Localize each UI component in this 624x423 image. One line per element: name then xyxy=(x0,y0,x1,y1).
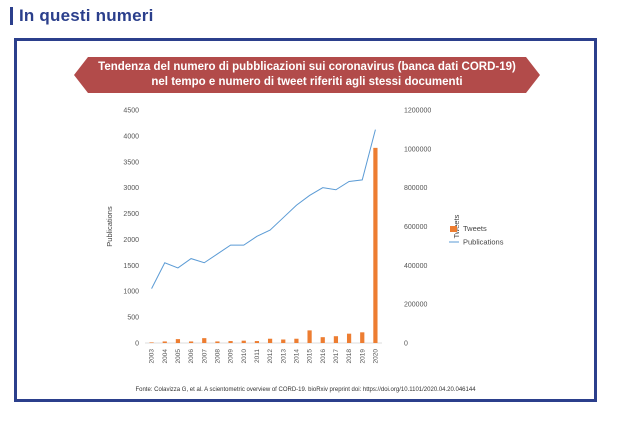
tweets-bar xyxy=(241,340,246,343)
y-left-tick-label: 500 xyxy=(127,315,139,322)
y-left-tick-label: 2000 xyxy=(123,237,139,244)
y-right-tick-label: 1200000 xyxy=(404,108,431,115)
tweets-bar xyxy=(294,338,299,343)
x-tick-label: 2008 xyxy=(214,349,221,364)
x-tick-label: 2004 xyxy=(162,349,169,364)
y-left-axis-title: Publications xyxy=(105,206,114,247)
tweets-bar xyxy=(162,341,167,343)
y-left-tick-label: 4000 xyxy=(123,133,139,140)
x-tick-label: 2019 xyxy=(359,349,366,364)
chart-frame: Tendenza del numero di pubblicazioni sui… xyxy=(14,38,597,402)
tweets-bar xyxy=(254,341,260,343)
y-left-tick-label: 3000 xyxy=(123,185,139,192)
y-left-tick-label: 0 xyxy=(135,341,139,348)
tweets-bar xyxy=(320,337,325,343)
section-header: In questi numeri xyxy=(10,6,154,26)
x-tick-label: 2007 xyxy=(201,349,208,364)
x-tick-label: 2013 xyxy=(280,349,287,364)
legend-label-tweets: Tweets xyxy=(463,224,487,233)
chart-title-line2: nel tempo e numero di tweet riferiti agl… xyxy=(151,76,463,88)
tweets-bar xyxy=(267,338,273,343)
x-tick-label: 2018 xyxy=(346,349,353,364)
chart-title-banner: Tendenza del numero di pubblicazioni sui… xyxy=(74,57,540,93)
y-right-tick-label: 1000000 xyxy=(404,146,431,153)
section-title: In questi numeri xyxy=(19,6,154,25)
tweets-bar xyxy=(188,341,194,343)
tweets-bar xyxy=(228,341,233,343)
x-tick-label: 2015 xyxy=(307,349,314,364)
tweets-bar xyxy=(373,147,378,343)
source-citation: Fonte: Colavizza G, et al. A scientometr… xyxy=(135,387,476,393)
legend-swatch-tweets xyxy=(450,226,457,232)
tweets-bar xyxy=(215,341,220,343)
x-tick-label: 2011 xyxy=(254,349,261,363)
x-tick-label: 2006 xyxy=(188,349,195,364)
y-left-tick-label: 4500 xyxy=(123,108,139,115)
tweets-bar xyxy=(346,333,352,343)
y-right-tick-label: 0 xyxy=(404,341,408,348)
chart-title-line1: Tendenza del numero di pubblicazioni sui… xyxy=(98,61,516,73)
tweets-bar xyxy=(333,336,339,343)
x-tick-label: 2009 xyxy=(228,349,235,364)
x-tick-label: 2012 xyxy=(267,349,274,364)
y-right-tick-label: 200000 xyxy=(404,302,427,309)
y-left-tick-label: 1000 xyxy=(123,289,139,296)
y-right-tick-label: 800000 xyxy=(404,185,427,192)
y-left-tick-label: 3500 xyxy=(123,159,139,166)
chart: 0 500 1000 1500 2000 2500 3000 3500 4000 4500 0 200… xyxy=(105,108,504,364)
publications-line xyxy=(151,129,376,289)
tweets-bar xyxy=(281,339,286,343)
legend-label-publications: Publications xyxy=(463,238,504,247)
tweets-bar xyxy=(149,342,154,343)
tweets-bar xyxy=(202,338,207,343)
y-right-tick-label: 400000 xyxy=(404,263,427,270)
section-accent-bar xyxy=(10,7,13,25)
x-tick-label: 2016 xyxy=(320,349,327,364)
x-tick-label: 2017 xyxy=(333,349,340,364)
y-right-tick-label: 600000 xyxy=(404,224,427,231)
x-tick-label: 2003 xyxy=(149,349,156,364)
tweets-bar xyxy=(307,330,312,343)
x-tick-label: 2020 xyxy=(372,349,379,364)
y-left-tick-label: 2500 xyxy=(123,211,139,218)
y-left-tick-label: 1500 xyxy=(123,263,139,270)
x-tick-label: 2010 xyxy=(241,349,248,364)
x-tick-label: 2014 xyxy=(293,349,300,364)
tweets-bar xyxy=(175,339,181,343)
tweets-bar xyxy=(360,332,365,343)
x-tick-label: 2005 xyxy=(175,349,182,364)
